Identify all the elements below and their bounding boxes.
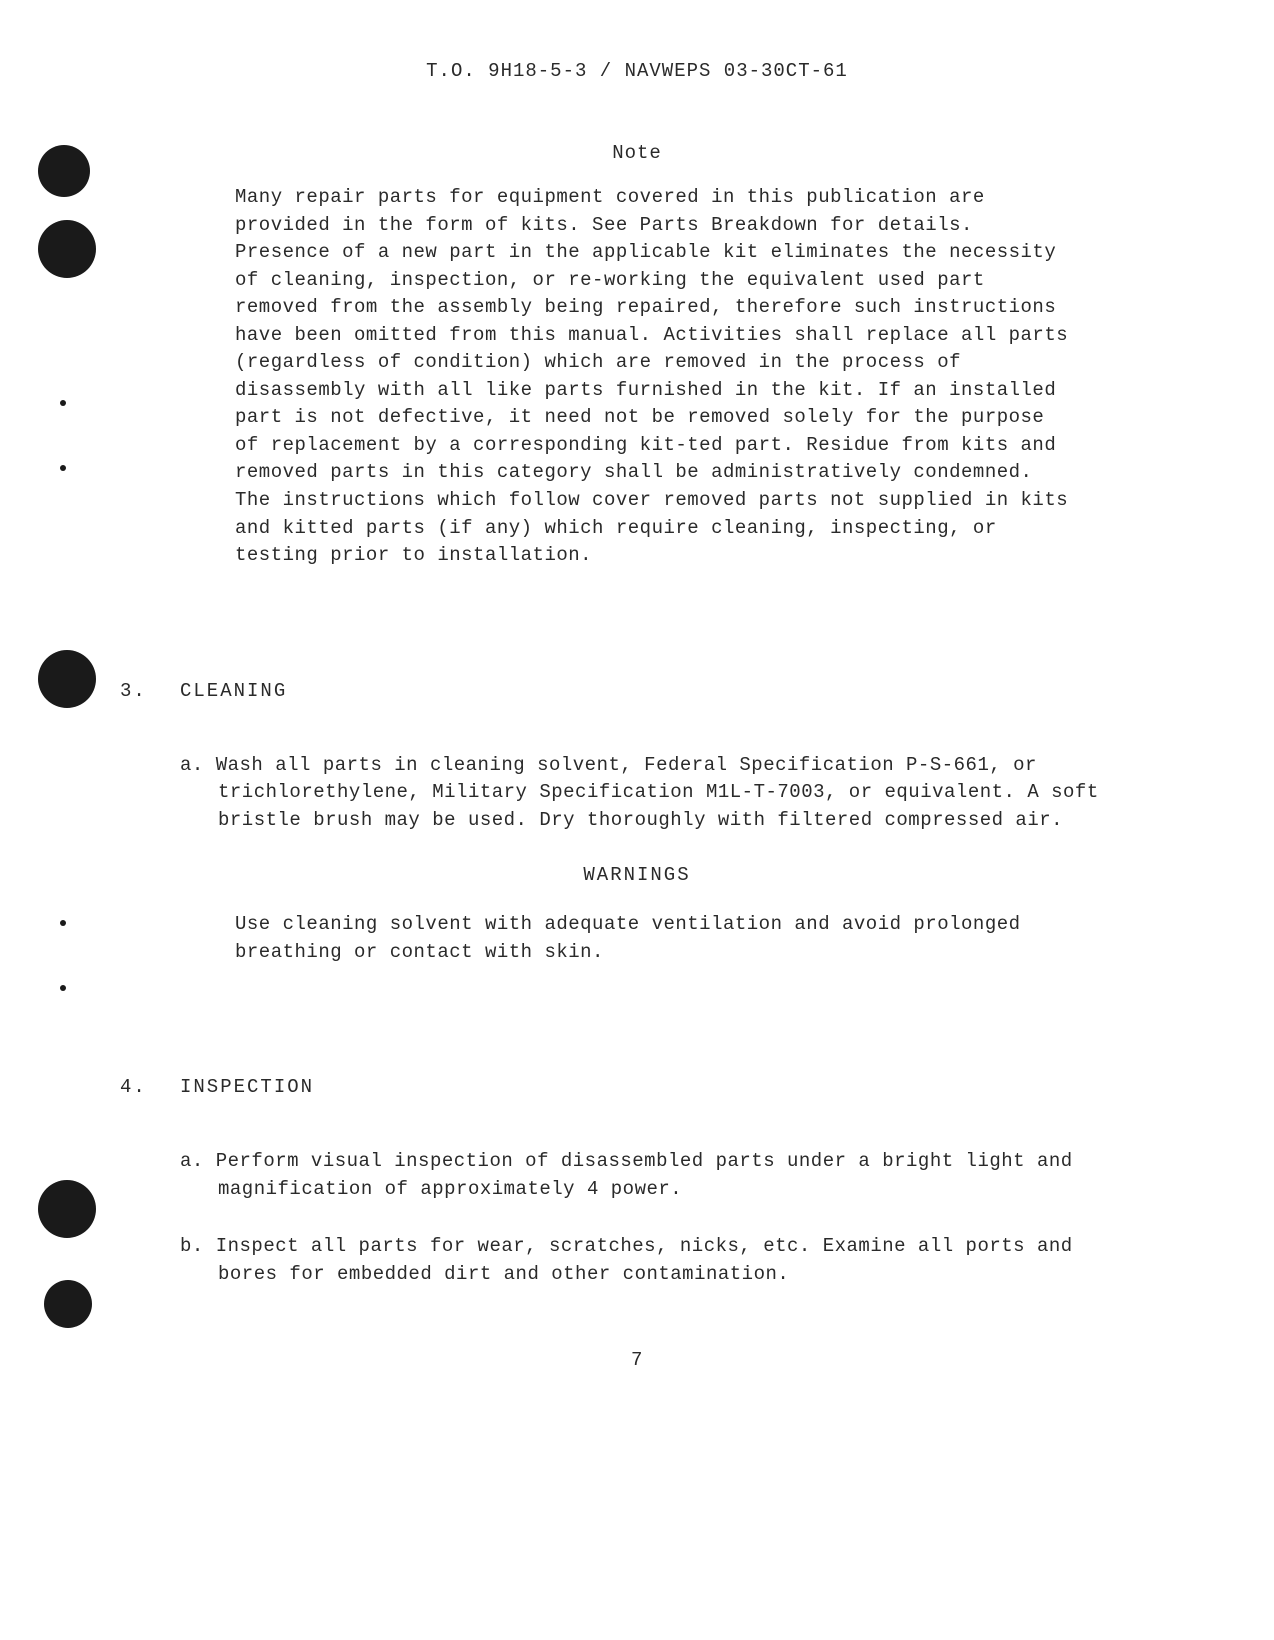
item-letter: b. [180, 1235, 204, 1257]
item-text: Perform visual inspection of disassemble… [216, 1150, 1073, 1200]
item-text: Inspect all parts for wear, scratches, n… [216, 1235, 1073, 1285]
page-number: 7 [120, 1349, 1154, 1371]
section-cleaning: 3.CLEANING a. Wash all parts in cleaning… [120, 680, 1154, 967]
section-number: 3. [120, 680, 180, 702]
section-title: 4.INSPECTION [120, 1076, 1154, 1098]
document-header: T.O. 9H18-5-3 / NAVWEPS 03-30CT-61 [120, 60, 1154, 82]
section-title: 3.CLEANING [120, 680, 1154, 702]
section-number: 4. [120, 1076, 180, 1098]
list-item: b. Inspect all parts for wear, scratches… [180, 1233, 1114, 1288]
list-item: a. Wash all parts in cleaning solvent, F… [180, 752, 1114, 835]
warnings-label: WARNINGS [120, 864, 1154, 886]
warnings-body: Use cleaning solvent with adequate venti… [235, 911, 1074, 966]
section-inspection: 4.INSPECTION a. Perform visual inspectio… [120, 1076, 1154, 1288]
list-item: a. Perform visual inspection of disassem… [180, 1148, 1114, 1203]
item-text: Wash all parts in cleaning solvent, Fede… [216, 754, 1099, 831]
item-letter: a. [180, 1150, 204, 1172]
section-heading: INSPECTION [180, 1076, 314, 1098]
item-letter: a. [180, 754, 204, 776]
note-label: Note [120, 142, 1154, 164]
note-body: Many repair parts for equipment covered … [235, 184, 1074, 570]
document-page: T.O. 9H18-5-3 / NAVWEPS 03-30CT-61 Note … [0, 0, 1274, 1411]
section-heading: CLEANING [180, 680, 287, 702]
